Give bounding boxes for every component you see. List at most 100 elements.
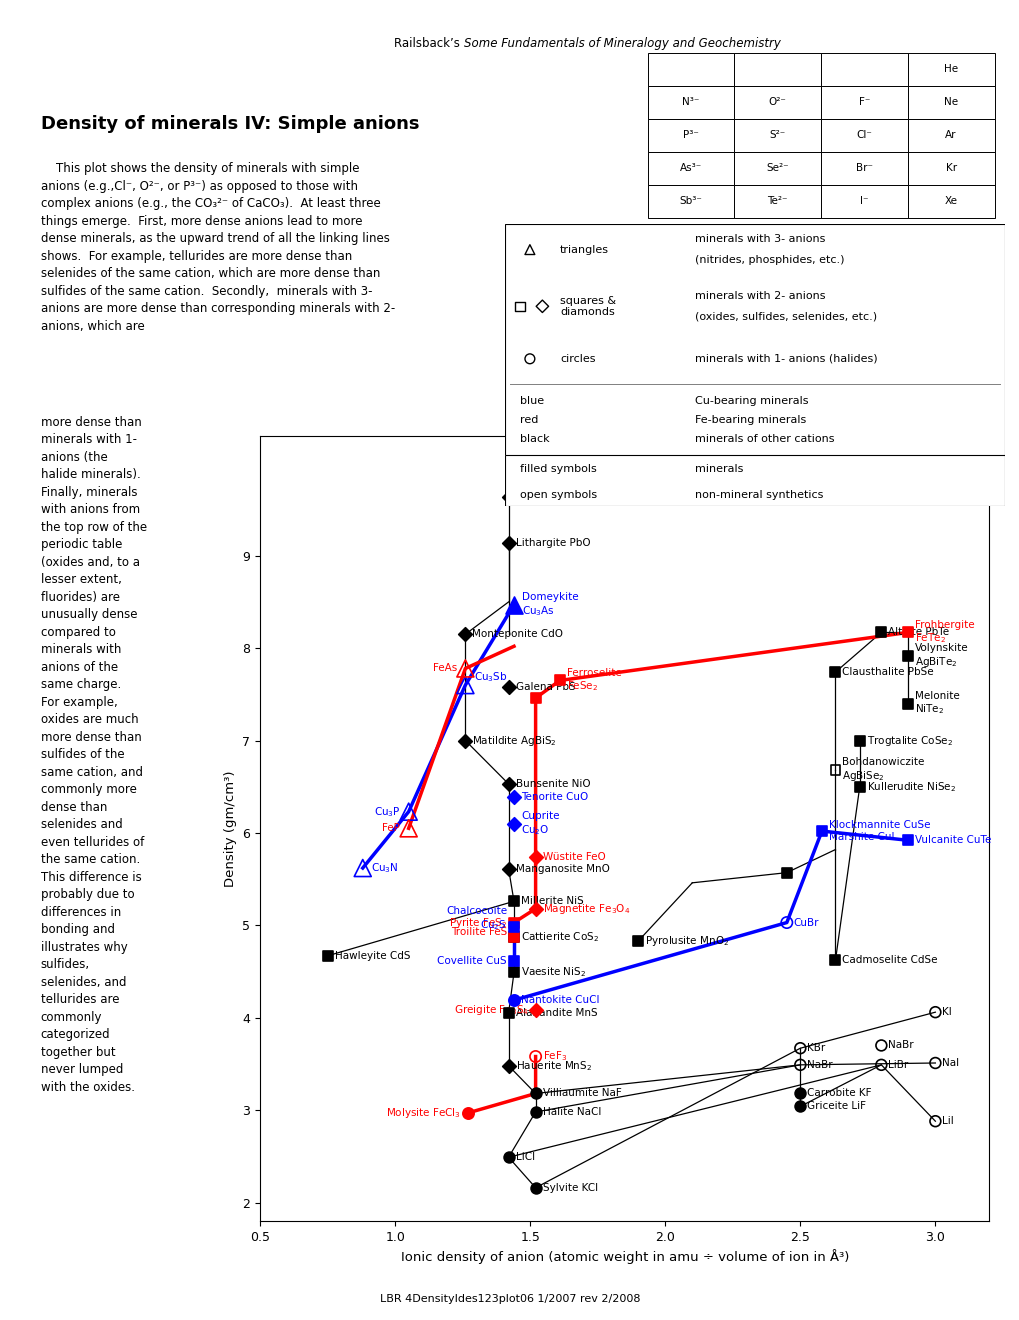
Text: Frohbergite
FeTe$_2$: Frohbergite FeTe$_2$ <box>914 619 974 645</box>
Point <box>500 486 517 507</box>
Text: Some Fundamentals of Mineralogy and Geochemistry: Some Fundamentals of Mineralogy and Geoc… <box>464 37 781 50</box>
Point <box>872 1055 889 1076</box>
Text: non-mineral synthetics: non-mineral synthetics <box>694 490 822 499</box>
Point <box>630 931 646 952</box>
Text: Vaesite NiS$_2$: Vaesite NiS$_2$ <box>521 965 586 979</box>
Text: Bunsenite NiO: Bunsenite NiO <box>515 779 590 789</box>
Point <box>926 1110 943 1131</box>
Point <box>500 676 517 697</box>
Point <box>505 891 522 912</box>
Bar <box>647 185 734 218</box>
Text: F⁻: F⁻ <box>858 98 869 107</box>
Text: Wüstite FeO: Wüstite FeO <box>542 851 604 862</box>
Point <box>872 1035 889 1056</box>
Text: NaBr: NaBr <box>888 1040 913 1051</box>
Bar <box>907 86 994 119</box>
Point <box>900 830 916 851</box>
Text: red: red <box>520 414 538 425</box>
Text: LiBr: LiBr <box>888 1060 908 1069</box>
Text: Sylvite KCl: Sylvite KCl <box>542 1183 597 1193</box>
Text: Pyrolusite MnO$_2$: Pyrolusite MnO$_2$ <box>645 935 729 948</box>
Point <box>792 1055 808 1076</box>
Text: Se²⁻: Se²⁻ <box>765 164 789 173</box>
Text: Manganosite MnO: Manganosite MnO <box>515 865 608 874</box>
Bar <box>820 152 907 185</box>
Text: Galena PbS: Galena PbS <box>515 682 575 692</box>
Point <box>512 296 528 317</box>
Text: Greigite Fe$_3$S$_4$: Greigite Fe$_3$S$_4$ <box>453 1003 528 1018</box>
Y-axis label: Density (gm/cm³): Density (gm/cm³) <box>223 770 236 887</box>
Text: Pyrite FeS$_2$: Pyrite FeS$_2$ <box>448 916 506 929</box>
Text: Klockmannite CuSe
Marshite CuI: Klockmannite CuSe Marshite CuI <box>828 820 929 842</box>
Point <box>505 912 522 933</box>
Text: Halite NaCl: Halite NaCl <box>542 1107 600 1117</box>
Point <box>500 858 517 879</box>
Text: more dense than
minerals with 1-
anions (the
halide minerals).
Finally, minerals: more dense than minerals with 1- anions … <box>41 416 147 1094</box>
Text: Cu$_3$N: Cu$_3$N <box>371 861 398 875</box>
Text: Troilite FeS: Troilite FeS <box>450 927 506 937</box>
Text: FeAs: FeAs <box>432 664 457 673</box>
Text: minerals with 3- anions: minerals with 3- anions <box>694 234 824 244</box>
Point <box>400 818 417 840</box>
Text: As³⁻: As³⁻ <box>680 164 701 173</box>
Bar <box>907 185 994 218</box>
Point <box>457 675 473 696</box>
Text: open symbols: open symbols <box>520 490 596 499</box>
Text: (oxides, sulfides, selenides, etc.): (oxides, sulfides, selenides, etc.) <box>694 312 876 322</box>
Text: Domeykite
Cu$_3$As: Domeykite Cu$_3$As <box>522 591 579 618</box>
Point <box>505 927 522 948</box>
Text: Cu$_3$Sb: Cu$_3$Sb <box>473 669 506 684</box>
Point <box>534 296 550 317</box>
Text: Trogtalite CoSe$_2$: Trogtalite CoSe$_2$ <box>866 734 952 747</box>
Text: Te²⁻: Te²⁻ <box>766 197 788 206</box>
Text: Alabandite MnS: Alabandite MnS <box>515 1008 596 1018</box>
Text: S²⁻: S²⁻ <box>769 131 785 140</box>
Bar <box>907 53 994 86</box>
Text: filled symbols: filled symbols <box>520 465 596 474</box>
Text: Fe-bearing minerals: Fe-bearing minerals <box>694 414 805 425</box>
Point <box>500 532 517 553</box>
Text: black: black <box>520 434 549 445</box>
Bar <box>820 185 907 218</box>
Bar <box>820 86 907 119</box>
Text: Villiaumite NaF: Villiaumite NaF <box>542 1089 621 1098</box>
Point <box>457 624 473 645</box>
Point <box>505 950 522 972</box>
Point <box>505 787 522 808</box>
Text: Ar: Ar <box>945 131 956 140</box>
Bar <box>647 86 734 119</box>
Point <box>355 858 371 879</box>
X-axis label: Ionic density of anion (atomic weight in amu ÷ volume of ion in Å³): Ionic density of anion (atomic weight in… <box>400 1249 848 1265</box>
Point <box>792 1038 808 1059</box>
Bar <box>734 185 820 218</box>
Point <box>792 1096 808 1117</box>
Text: Sb³⁻: Sb³⁻ <box>679 197 702 206</box>
Text: This plot shows the density of minerals with simple
anions (e.g.,Cl⁻, O²⁻, or P³: This plot shows the density of minerals … <box>41 162 394 333</box>
Text: Cl⁻: Cl⁻ <box>856 131 871 140</box>
Text: Density of minerals IV: Simple anions: Density of minerals IV: Simple anions <box>41 115 419 133</box>
Text: Hawleyite CdS: Hawleyite CdS <box>334 950 410 961</box>
Point <box>521 239 538 260</box>
Bar <box>907 119 994 152</box>
Text: Cadmoselite CdSe: Cadmoselite CdSe <box>842 956 936 965</box>
Text: Cattierite CoS$_2$: Cattierite CoS$_2$ <box>521 931 598 944</box>
Point <box>527 1177 543 1199</box>
Bar <box>734 86 820 119</box>
Text: Matildite AgBiS$_2$: Matildite AgBiS$_2$ <box>472 734 556 747</box>
Text: Xe: Xe <box>944 197 957 206</box>
Point <box>900 622 916 643</box>
Point <box>551 671 568 692</box>
Point <box>505 594 522 615</box>
Text: blue: blue <box>520 396 543 405</box>
Text: Ferroselite
FeSe$_2$: Ferroselite FeSe$_2$ <box>567 668 621 693</box>
Point <box>851 730 867 751</box>
Text: CuBr: CuBr <box>793 917 818 928</box>
Text: squares &
diamonds: squares & diamonds <box>559 296 615 317</box>
Point <box>527 898 543 919</box>
Text: KBr: KBr <box>806 1043 824 1053</box>
Text: LBR 4DensityIdes123plot06 1/2007 rev 2/2008: LBR 4DensityIdes123plot06 1/2007 rev 2/2… <box>379 1294 640 1304</box>
Point <box>826 950 843 972</box>
Bar <box>907 152 994 185</box>
Bar <box>647 53 734 86</box>
Point <box>527 999 543 1020</box>
